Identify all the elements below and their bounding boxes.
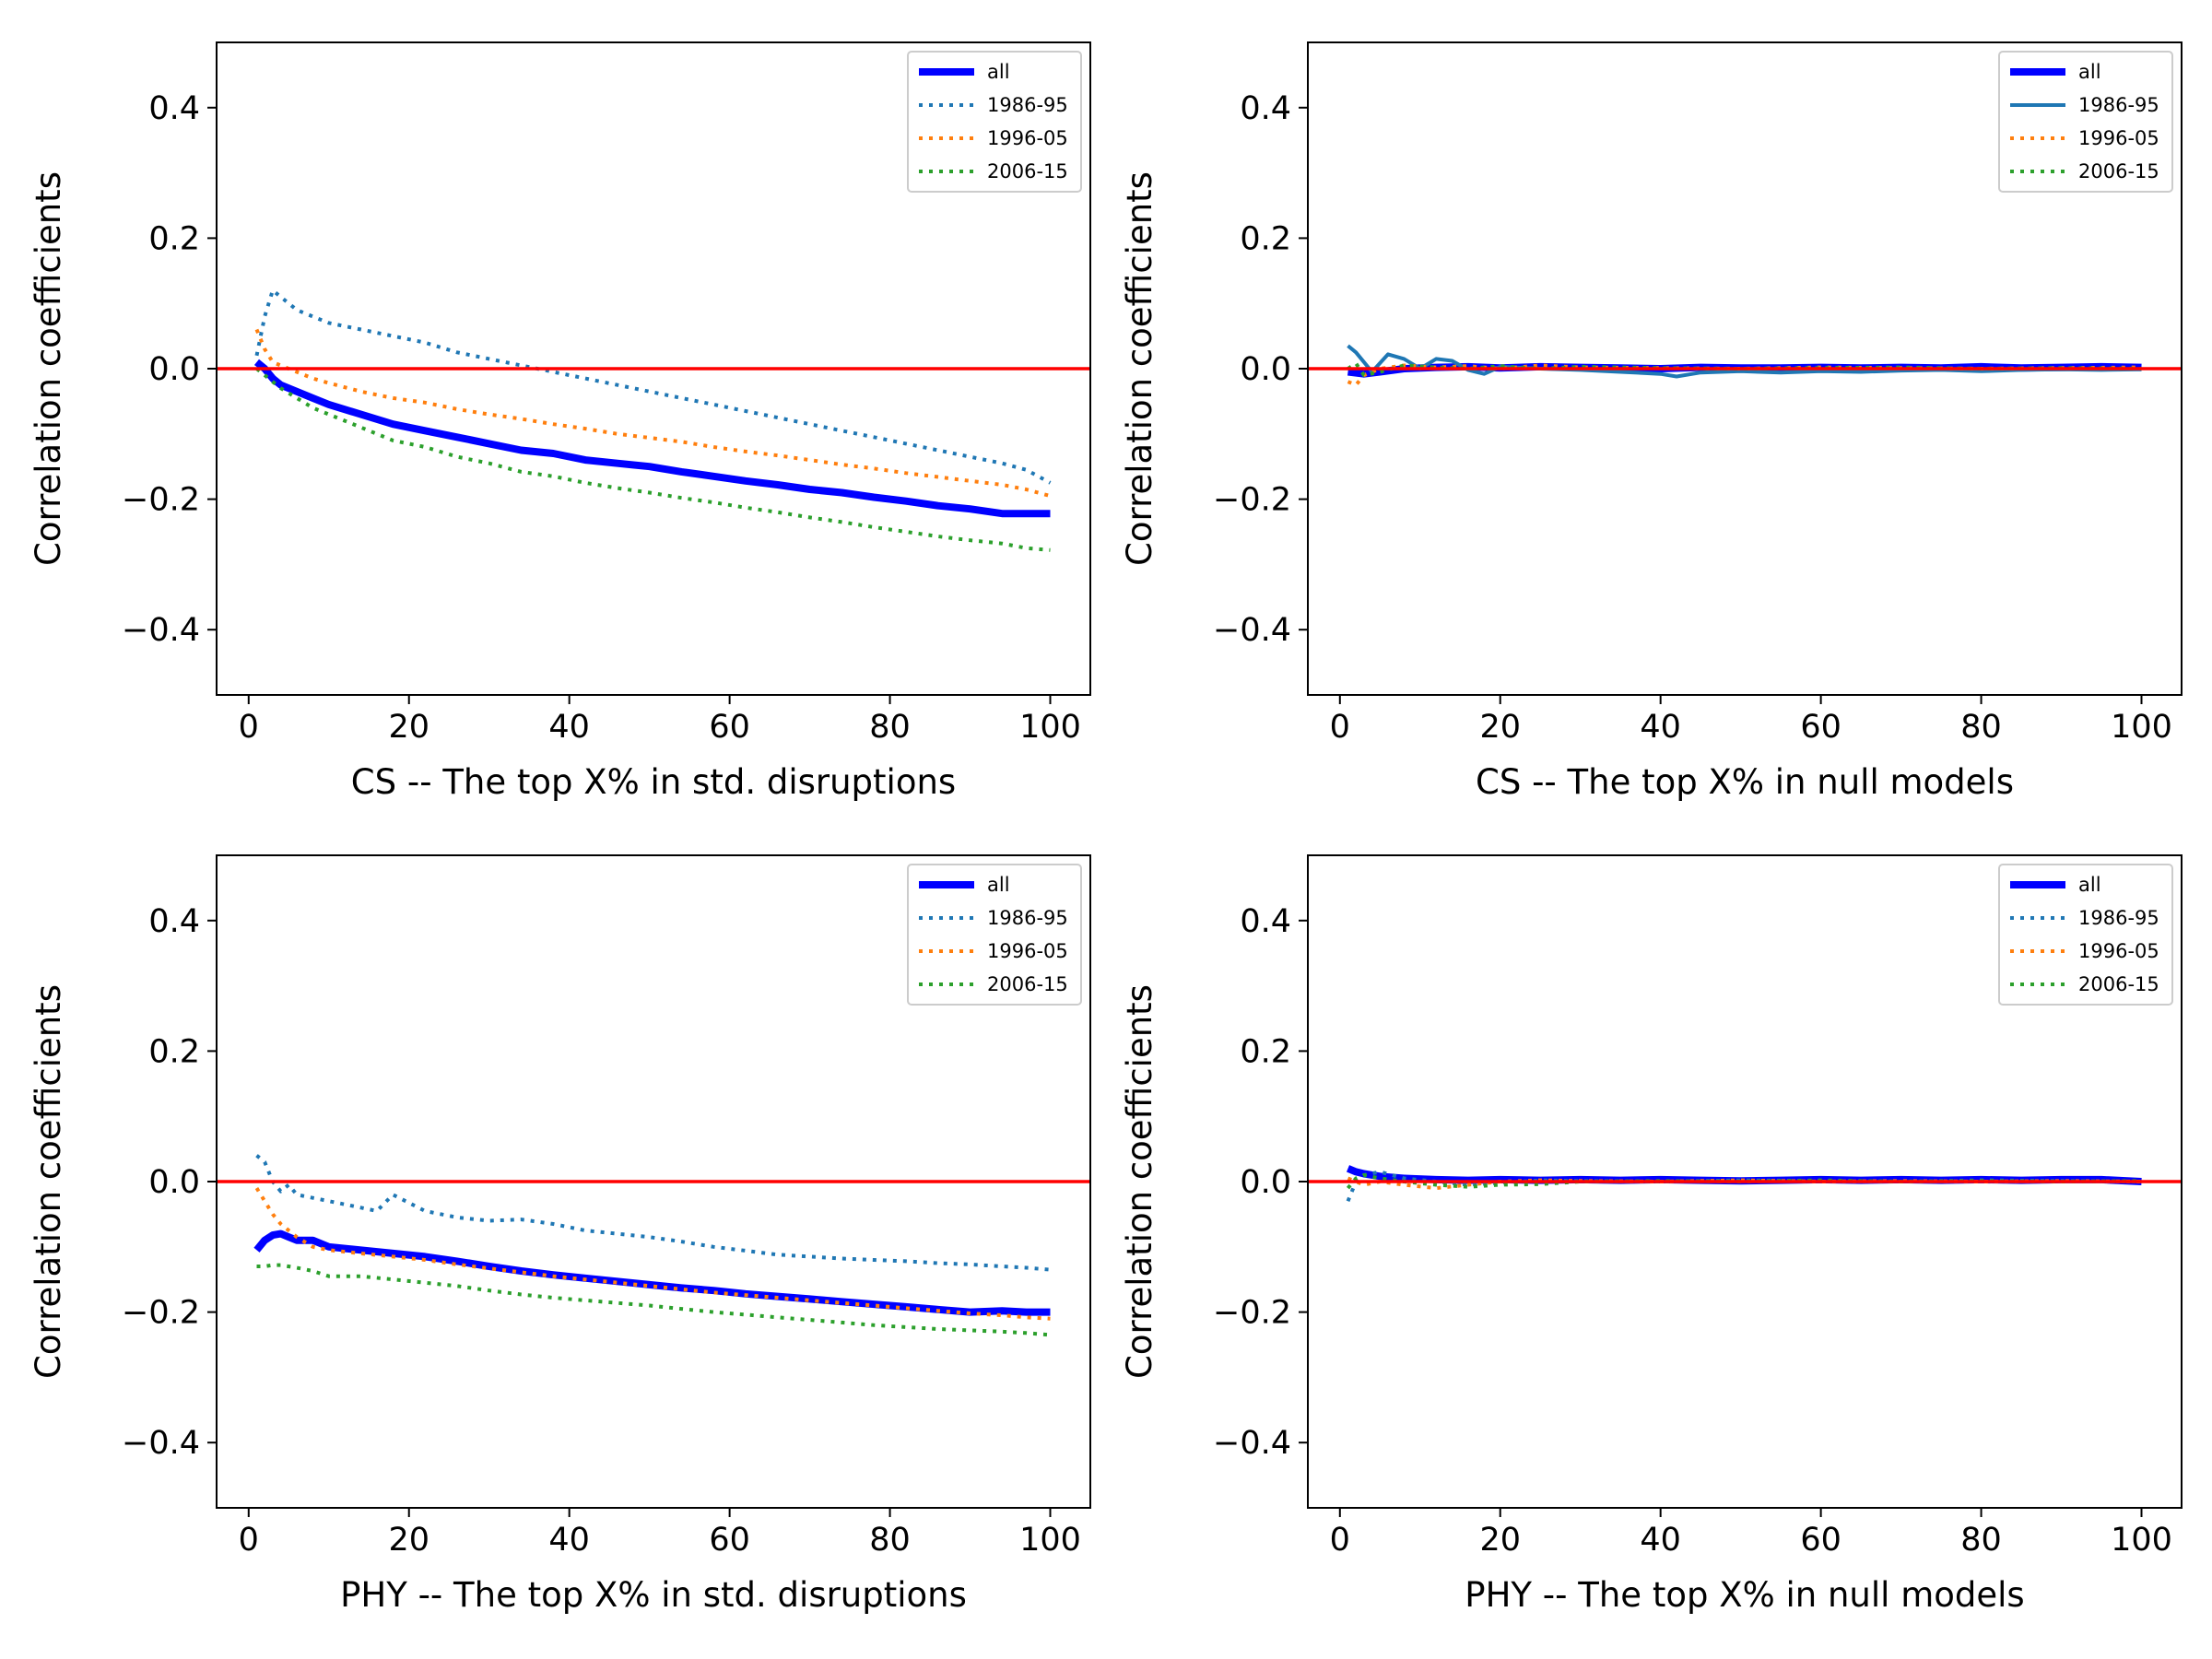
x-tick-label: 0 [1330, 1522, 1350, 1559]
x-axis-label: CS -- The top X% in std. disruptions [351, 762, 956, 802]
x-tick-label: 40 [1640, 1522, 1681, 1559]
y-tick-label: −0.4 [1213, 612, 1291, 649]
x-tick-label: 20 [388, 1522, 429, 1559]
x-tick-label: 20 [1479, 709, 1521, 746]
y-tick-label: −0.4 [122, 612, 200, 649]
x-tick-label: 80 [869, 1522, 911, 1559]
y-tick-label: −0.2 [122, 482, 200, 519]
y-tick-label: 0.2 [1240, 1033, 1291, 1070]
y-axis-label: Correlation coefficients [1120, 984, 1159, 1379]
y-tick-label: −0.4 [1213, 1425, 1291, 1462]
y-tick-label: −0.4 [122, 1425, 200, 1462]
x-tick-label: 80 [1960, 1522, 2002, 1559]
x-tick-label: 20 [388, 709, 429, 746]
x-tick-label: 0 [239, 709, 259, 746]
series-group [1308, 344, 2182, 387]
legend-label: 1986-95 [987, 907, 1068, 929]
x-axis-label: PHY -- The top X% in std. disruptions [340, 1575, 967, 1615]
x-axis-label: CS -- The top X% in null models [1476, 762, 2014, 802]
legend-label: 2006-15 [987, 160, 1068, 182]
series-group [1308, 1165, 2182, 1202]
x-tick-label: 100 [2111, 1522, 2172, 1559]
x-axis-label: PHY -- The top X% in null models [1465, 1575, 2024, 1615]
legend-label: 1996-05 [987, 940, 1068, 962]
legend: all 1986-95 1996-05 2006-15 [1998, 51, 2173, 193]
x-tick-label: 80 [869, 709, 911, 746]
y-tick-label: 0.0 [148, 1164, 200, 1201]
x-tick-label: 80 [1960, 709, 2002, 746]
legend-label: 2006-15 [2078, 160, 2159, 182]
x-tick-label: 40 [1640, 709, 1681, 746]
x-tick-label: 100 [1019, 709, 1081, 746]
legend-label: all [2078, 61, 2101, 83]
series-line-2006-15 [255, 367, 1051, 552]
y-tick-label: 0.4 [148, 903, 200, 940]
legend-label: 1986-95 [2078, 94, 2159, 116]
x-tick-label: 60 [709, 1522, 750, 1559]
y-tick-label: 0.4 [1240, 903, 1291, 940]
y-tick-label: 0.0 [148, 351, 200, 388]
y-tick-label: 0.0 [1240, 351, 1291, 388]
legend-label: 1986-95 [2078, 907, 2159, 929]
legend-label: all [987, 61, 1010, 83]
panel-cs-std: 0 20 40 60 80 100 −0.4 −0.2 0.0 0.2 0.4 CS -- The t… [29, 41, 1091, 802]
y-tick-label: 0.4 [148, 90, 200, 127]
legend-label: all [987, 874, 1010, 896]
x-tick-label: 0 [1330, 709, 1350, 746]
x-tick-label: 60 [1800, 1522, 1841, 1559]
legend-label: all [2078, 874, 2101, 896]
legend-label: 1986-95 [987, 94, 1068, 116]
x-tick-label: 100 [2111, 709, 2172, 746]
y-tick-label: 0.2 [1240, 220, 1291, 257]
legend-label: 2006-15 [2078, 973, 2159, 995]
panel-phy-null: 0 20 40 60 80 100 −0.4 −0.2 0.0 0.2 0.4 PHY -- The … [1120, 854, 2183, 1615]
series-line-1996-05 [254, 1187, 1051, 1321]
legend-label: 1996-05 [2078, 127, 2159, 149]
series-line-1996-05 [1347, 363, 2142, 387]
legend: all 1986-95 1996-05 2006-15 [907, 864, 1082, 1006]
legend-label: 2006-15 [987, 973, 1068, 995]
x-tick-label: 60 [709, 709, 750, 746]
y-axis-label: Correlation coefficients [29, 984, 68, 1379]
series-line-2006-15 [1346, 1172, 2142, 1190]
x-tick-label: 100 [1019, 1522, 1081, 1559]
panel-phy-std: 0 20 40 60 80 100 −0.4 −0.2 0.0 0.2 0.4 PHY -- The … [29, 854, 1091, 1615]
series-group [217, 1154, 1090, 1337]
x-tick-label: 60 [1800, 709, 1841, 746]
x-tick-label: 20 [1479, 1522, 1521, 1559]
legend-label: 1996-05 [2078, 940, 2159, 962]
y-tick-label: 0.0 [1240, 1164, 1291, 1201]
legend-box [1998, 51, 2173, 193]
y-tick-label: −0.2 [122, 1295, 200, 1332]
y-tick-label: 0.2 [148, 220, 200, 257]
y-tick-label: −0.2 [1213, 1295, 1291, 1332]
legend-box [907, 864, 1082, 1006]
y-axis-label: Correlation coefficients [29, 171, 68, 566]
series-line-1986-95 [254, 288, 1052, 485]
legend: all 1986-95 1996-05 2006-15 [907, 51, 1082, 193]
series-line-1986-95 [1347, 344, 2142, 379]
y-tick-label: 0.4 [1240, 90, 1291, 127]
series-line-1986-95 [1346, 1170, 2142, 1202]
series-line-all [253, 359, 1051, 518]
legend: all 1986-95 1996-05 2006-15 [1998, 864, 2173, 1006]
x-tick-label: 40 [548, 1522, 590, 1559]
y-tick-label: −0.2 [1213, 482, 1291, 519]
x-tick-label: 0 [239, 1522, 259, 1559]
legend-box [1998, 864, 2173, 1006]
series-line-2006-15 [256, 1263, 1051, 1337]
series-group [217, 288, 1090, 552]
panel-cs-null: 0 20 40 60 80 100 −0.4 −0.2 0.0 0.2 0.4 CS -- The t… [1120, 41, 2183, 802]
legend-label: 1996-05 [987, 127, 1068, 149]
y-tick-label: 0.2 [148, 1033, 200, 1070]
y-axis-label: Correlation coefficients [1120, 171, 1159, 566]
x-tick-label: 40 [548, 709, 590, 746]
legend-box [907, 51, 1082, 193]
